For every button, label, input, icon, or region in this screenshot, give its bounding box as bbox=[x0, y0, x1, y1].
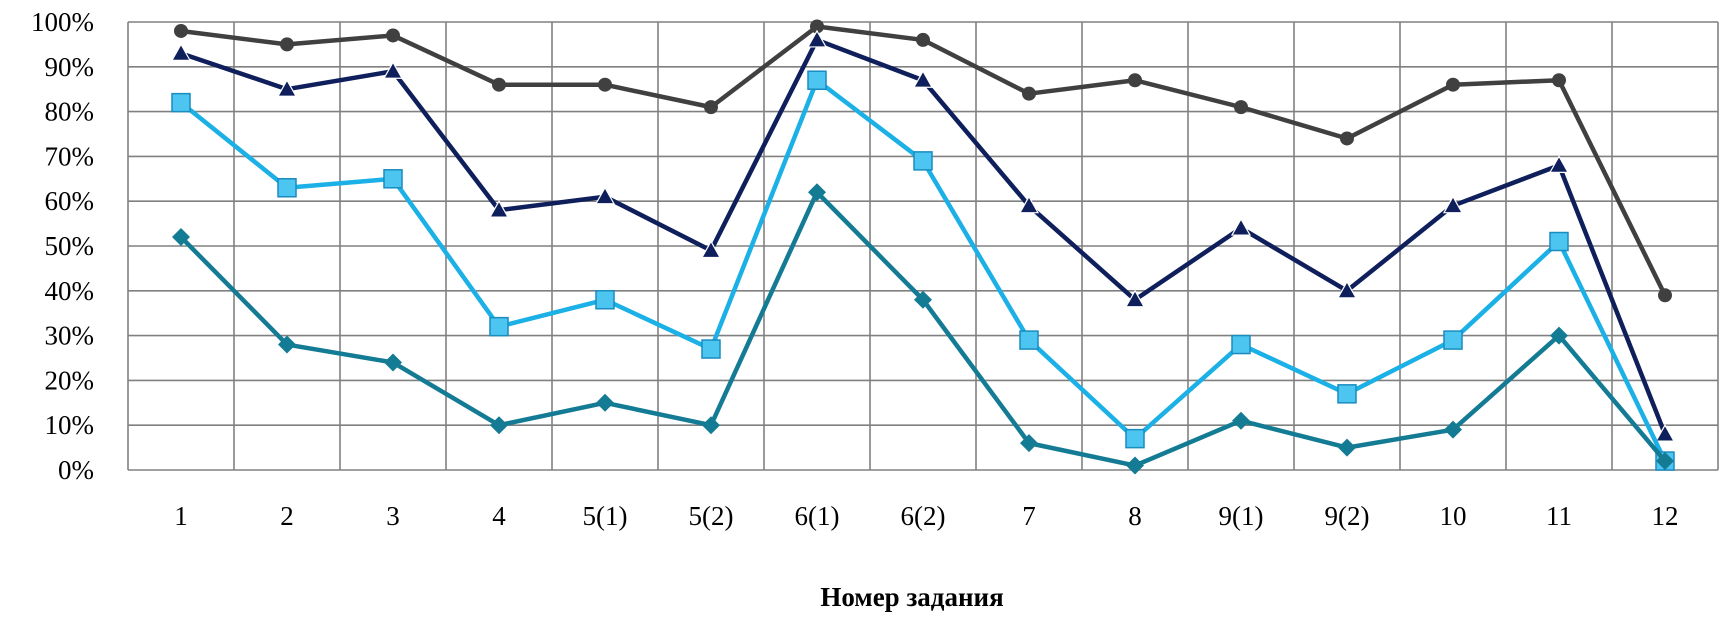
data-point bbox=[701, 339, 721, 359]
y-axis-ticks: 0% 10% 20% 30% 40% 50% 60% 70% 80% 90% 100% bbox=[31, 7, 94, 485]
data-point bbox=[807, 70, 827, 90]
series-line bbox=[180, 37, 1668, 435]
y-tick-label: 90% bbox=[45, 52, 95, 82]
data-point bbox=[700, 240, 722, 259]
data-point bbox=[1230, 217, 1252, 236]
y-tick-label: 70% bbox=[45, 141, 95, 171]
data-point bbox=[704, 100, 718, 115]
data-point bbox=[1234, 100, 1248, 115]
data-point bbox=[914, 290, 932, 309]
data-point bbox=[277, 178, 297, 198]
data-point bbox=[1232, 411, 1250, 430]
data-point bbox=[278, 335, 296, 354]
data-point bbox=[596, 393, 614, 412]
data-point bbox=[594, 186, 616, 205]
data-point bbox=[1446, 77, 1460, 92]
data-point bbox=[1126, 456, 1144, 475]
data-point bbox=[382, 61, 404, 79]
data-point bbox=[1020, 434, 1038, 453]
data-point bbox=[810, 19, 824, 34]
y-tick-label: 20% bbox=[45, 365, 95, 395]
y-tick-label: 100% bbox=[31, 7, 94, 37]
series-line bbox=[179, 77, 1668, 463]
x-tick-label: 6(2) bbox=[901, 501, 946, 531]
data-point bbox=[598, 77, 612, 92]
data-point bbox=[386, 28, 400, 43]
data-point bbox=[170, 43, 192, 61]
data-point bbox=[916, 32, 930, 47]
x-tick-label: 12 bbox=[1652, 501, 1679, 531]
data-point bbox=[1336, 280, 1358, 299]
data-point bbox=[383, 169, 403, 189]
data-point bbox=[488, 199, 510, 218]
data-point bbox=[1444, 420, 1462, 439]
x-tick-label: 9(1) bbox=[1219, 501, 1264, 531]
x-tick-label: 4 bbox=[492, 501, 506, 531]
data-point bbox=[1337, 384, 1357, 404]
data-point bbox=[280, 37, 294, 52]
data-point bbox=[489, 316, 509, 337]
data-point bbox=[1552, 73, 1566, 88]
data-point bbox=[492, 77, 506, 92]
x-tick-label: 7 bbox=[1022, 501, 1036, 531]
series-layer bbox=[170, 19, 1676, 475]
x-axis-label: Номер задания bbox=[820, 582, 1003, 612]
x-axis-ticks: 1 2 3 4 5(1) 5(2) 6(1) 6(2) 7 8 9(1) 9(2) 10 11 12 bbox=[174, 501, 1678, 531]
data-point bbox=[1018, 195, 1040, 214]
data-point bbox=[171, 92, 191, 113]
data-point bbox=[174, 23, 188, 38]
series-diamond bbox=[172, 183, 1674, 475]
data-point bbox=[1549, 231, 1569, 252]
y-tick-label: 30% bbox=[45, 321, 95, 351]
x-tick-label: 2 bbox=[280, 501, 294, 531]
data-point bbox=[1019, 330, 1039, 350]
series-circle bbox=[174, 19, 1672, 303]
y-tick-label: 0% bbox=[58, 455, 94, 485]
data-point bbox=[1442, 195, 1464, 214]
data-point bbox=[806, 29, 828, 48]
data-point bbox=[595, 290, 615, 310]
grid bbox=[127, 21, 1719, 471]
series-triangle bbox=[170, 29, 1676, 442]
data-point bbox=[490, 416, 508, 435]
x-tick-label: 5(2) bbox=[689, 501, 734, 531]
data-point bbox=[1654, 423, 1676, 442]
data-point bbox=[702, 416, 720, 435]
data-point bbox=[1656, 452, 1674, 471]
data-point bbox=[384, 353, 402, 372]
data-point bbox=[1231, 334, 1251, 355]
data-point bbox=[1338, 438, 1356, 457]
y-tick-label: 60% bbox=[45, 186, 95, 216]
x-tick-label: 11 bbox=[1546, 501, 1572, 531]
data-point bbox=[1443, 330, 1463, 350]
x-tick-label: 6(1) bbox=[795, 501, 840, 531]
x-tick-label: 8 bbox=[1128, 501, 1142, 531]
x-tick-label: 5(1) bbox=[583, 501, 628, 531]
x-tick-label: 9(2) bbox=[1325, 501, 1370, 531]
x-tick-label: 1 bbox=[174, 501, 188, 531]
data-point bbox=[1124, 289, 1146, 308]
data-point bbox=[1658, 288, 1672, 303]
y-tick-label: 80% bbox=[45, 97, 95, 127]
data-point bbox=[1548, 155, 1570, 173]
data-point bbox=[1128, 73, 1142, 88]
data-point bbox=[276, 78, 298, 97]
data-point bbox=[1340, 131, 1354, 146]
x-tick-label: 3 bbox=[386, 501, 400, 531]
data-point bbox=[808, 183, 826, 202]
y-tick-label: 10% bbox=[45, 410, 95, 440]
data-point bbox=[1022, 86, 1036, 101]
y-tick-label: 50% bbox=[45, 231, 95, 261]
x-tick-label: 10 bbox=[1440, 501, 1467, 531]
data-point bbox=[912, 70, 934, 88]
data-point bbox=[1550, 326, 1568, 345]
series-square bbox=[171, 70, 1675, 471]
data-point bbox=[1125, 428, 1145, 449]
data-point bbox=[172, 228, 190, 247]
data-point bbox=[913, 151, 933, 171]
y-tick-label: 40% bbox=[45, 276, 95, 306]
